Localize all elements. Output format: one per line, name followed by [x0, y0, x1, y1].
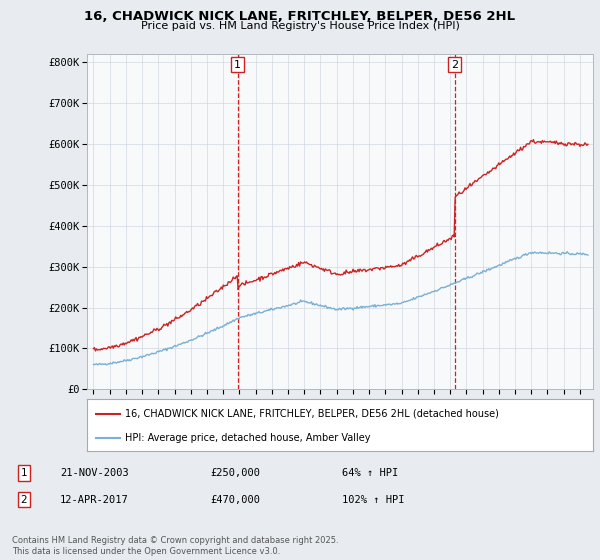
Text: HPI: Average price, detached house, Amber Valley: HPI: Average price, detached house, Ambe… [125, 433, 370, 443]
Text: 2: 2 [451, 59, 458, 69]
Text: £470,000: £470,000 [210, 494, 260, 505]
Text: 1: 1 [234, 59, 241, 69]
Text: 2: 2 [20, 494, 28, 505]
Text: 102% ↑ HPI: 102% ↑ HPI [342, 494, 404, 505]
Text: 64% ↑ HPI: 64% ↑ HPI [342, 468, 398, 478]
Text: £250,000: £250,000 [210, 468, 260, 478]
Text: 16, CHADWICK NICK LANE, FRITCHLEY, BELPER, DE56 2HL (detached house): 16, CHADWICK NICK LANE, FRITCHLEY, BELPE… [125, 409, 499, 419]
Text: 1: 1 [20, 468, 28, 478]
Text: 16, CHADWICK NICK LANE, FRITCHLEY, BELPER, DE56 2HL: 16, CHADWICK NICK LANE, FRITCHLEY, BELPE… [85, 10, 515, 23]
Text: Contains HM Land Registry data © Crown copyright and database right 2025.
This d: Contains HM Land Registry data © Crown c… [12, 536, 338, 556]
Text: 21-NOV-2003: 21-NOV-2003 [60, 468, 129, 478]
Text: Price paid vs. HM Land Registry's House Price Index (HPI): Price paid vs. HM Land Registry's House … [140, 21, 460, 31]
Text: 12-APR-2017: 12-APR-2017 [60, 494, 129, 505]
